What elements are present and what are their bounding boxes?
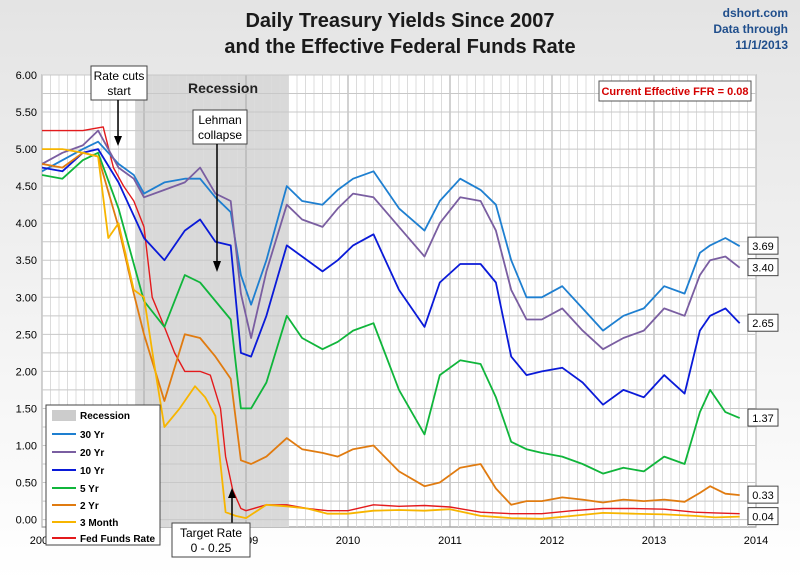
end-label: 3.40: [752, 263, 773, 275]
end-label: 0.04: [752, 512, 773, 524]
series-3-month: [42, 148, 740, 520]
svg-text:start: start: [107, 84, 131, 98]
y-tick-label: 3.50: [16, 255, 37, 267]
x-tick-label: 2013: [642, 535, 666, 547]
svg-text:collapse: collapse: [198, 128, 242, 142]
end-label-box: [747, 258, 779, 277]
svg-text:0 - 0.25: 0 - 0.25: [191, 541, 232, 555]
y-tick-label: 1.00: [16, 440, 37, 452]
end-label-box: [747, 485, 779, 504]
ffr-note-box: [598, 80, 752, 102]
legend-label-recession: Recession: [80, 411, 130, 422]
end-label-box: [747, 408, 779, 427]
lehman-callout: Lehman collapse: [192, 109, 248, 272]
x-tick-label: 2012: [540, 535, 564, 547]
end-label: 2.65: [752, 318, 773, 330]
series-fed-funds-rate: [42, 126, 740, 515]
end-label-box: [747, 507, 779, 526]
series-5-yr: [42, 151, 741, 475]
y-tick-label: 2.50: [16, 329, 37, 341]
series-layer: [42, 126, 741, 520]
y-tick-label: 5.00: [16, 144, 37, 156]
source-line2: Data through: [713, 22, 788, 36]
legend-swatch-recession: [52, 410, 76, 421]
svg-text:Target Rate: Target Rate: [180, 526, 242, 540]
y-tick-label: 4.50: [16, 181, 37, 193]
end-label: 1.37: [752, 413, 773, 425]
end-labels: 3.69 3.40 2.65 1.37 0.33 0.04: [747, 236, 779, 526]
legend-label-20yr: 20 Yr: [80, 448, 104, 459]
legend: Recession 30 Yr 20 Yr 10 Yr 5 Yr 2 Yr 3 …: [45, 404, 161, 546]
legend-label-2yr: 2 Yr: [80, 501, 99, 512]
legend-label-30yr: 30 Yr: [80, 430, 104, 441]
source-line3: 11/1/2013: [735, 38, 788, 52]
end-label-box: [747, 236, 779, 255]
x-tick-label: 2014: [744, 535, 768, 547]
legend-label-ffr: Fed Funds Rate: [80, 534, 155, 545]
end-label-box: [747, 313, 779, 332]
y-tick-label: 0.00: [16, 515, 37, 527]
y-axis-ticks: 6.00 5.50 5.00 4.50 4.00 3.50 3.00 2.50 2.00 1.50…: [16, 70, 37, 527]
series-20-yr: [42, 129, 741, 351]
series-30-yr: [42, 140, 741, 332]
y-tick-label: 4.00: [16, 218, 37, 230]
y-tick-label: 3.00: [16, 292, 37, 304]
legend-label-10yr: 10 Yr: [80, 466, 104, 477]
y-tick-label: 1.50: [16, 403, 37, 415]
legend-label-3month: 3 Month: [80, 518, 118, 529]
x-tick-label: 2011: [438, 535, 462, 547]
y-tick-label: 6.00: [16, 70, 37, 82]
svg-text:Lehman: Lehman: [198, 113, 241, 127]
legend-label-5yr: 5 Yr: [80, 484, 99, 495]
end-label: 0.33: [752, 490, 773, 502]
end-label: 3.69: [752, 241, 773, 253]
y-tick-label: 0.50: [16, 478, 37, 490]
recession-label: Recession: [188, 80, 258, 96]
target-rate-callout: Target Rate 0 - 0.25: [171, 488, 251, 558]
series-2-yr: [42, 151, 740, 506]
ffr-note: Current Effective FFR = 0.08: [601, 86, 748, 98]
chart-title-line1: Daily Treasury Yields Since 2007: [245, 10, 554, 32]
svg-text:Rate cuts: Rate cuts: [94, 69, 145, 83]
y-tick-label: 5.50: [16, 107, 37, 119]
chart-title-line2: and the Effective Federal Funds Rate: [224, 36, 575, 58]
x-tick-label: 2010: [336, 535, 360, 547]
source-line1: dshort.com: [723, 6, 788, 20]
y-tick-label: 2.00: [16, 366, 37, 378]
rate-cuts-callout: Rate cuts start: [90, 65, 148, 146]
series-10-yr: [42, 148, 741, 406]
